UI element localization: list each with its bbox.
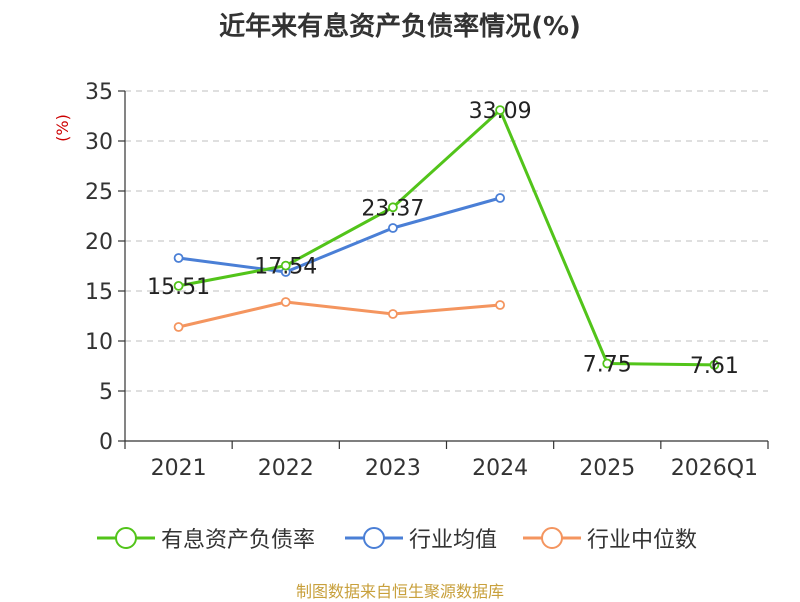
data-label: 7.75 <box>583 353 632 378</box>
data-label: 23.37 <box>361 196 424 221</box>
chart-title: 近年来有息资产负债率情况(%) <box>219 12 581 42</box>
data-label: 7.61 <box>690 354 739 379</box>
data-point <box>388 309 398 319</box>
data-label: 33.09 <box>469 99 532 124</box>
y-tick-label: 25 <box>85 180 113 205</box>
series-line <box>178 300 501 329</box>
data-point <box>173 253 184 263</box>
data-point <box>388 223 398 233</box>
data-point <box>602 358 613 369</box>
data-point <box>280 297 291 307</box>
y-tick-label: 35 <box>85 80 113 105</box>
y-tick-label: 0 <box>99 430 113 455</box>
data-labels: 15.51 17.54 23.37 33.09 7.75 7.61 <box>147 99 739 379</box>
legend-item[interactable]: 行业中位数 <box>523 518 697 558</box>
y-tick-label: 20 <box>85 230 113 255</box>
series <box>173 105 720 370</box>
y-tick-label: 30 <box>85 130 113 155</box>
y-axis-label: (%) <box>53 114 72 142</box>
data-point <box>280 260 291 271</box>
legend-marker <box>523 527 581 549</box>
legend-item[interactable]: 有息资产负债率 <box>97 518 315 558</box>
y-tick-label: 15 <box>85 280 113 305</box>
series-line <box>178 196 501 274</box>
legend-label: 有息资产负债率 <box>161 528 316 553</box>
data-label: 15.51 <box>147 275 210 300</box>
data-point <box>173 322 184 332</box>
legend-marker <box>97 527 155 549</box>
legend-label: 行业均值 <box>409 528 498 553</box>
source-note: 制图数据来自恒生聚源数据库 <box>295 582 504 601</box>
legend-label: 行业中位数 <box>587 528 698 553</box>
y-tick-label: 10 <box>85 330 113 355</box>
x-tick-label: 2022 <box>258 456 314 481</box>
grid-lines <box>125 90 768 392</box>
x-tick-label: 2024 <box>472 456 528 481</box>
y-tick-label: 5 <box>99 380 113 405</box>
legend-marker <box>345 527 403 549</box>
data-point <box>709 359 720 370</box>
x-tick-label: 2026Q1 <box>671 456 758 481</box>
series-line <box>178 108 715 367</box>
data-label: 17.54 <box>254 255 317 280</box>
x-tick-label: 2021 <box>151 456 207 481</box>
data-point <box>388 202 398 213</box>
data-point <box>495 300 505 310</box>
x-tick-label: 2025 <box>579 456 635 481</box>
data-point <box>495 193 505 203</box>
x-tick-label: 2023 <box>365 456 421 481</box>
legend: 有息资产负债率 行业均值 行业中位数 <box>0 518 800 558</box>
data-point <box>495 105 505 115</box>
legend-item[interactable]: 行业均值 <box>345 518 497 558</box>
data-point <box>173 280 184 291</box>
